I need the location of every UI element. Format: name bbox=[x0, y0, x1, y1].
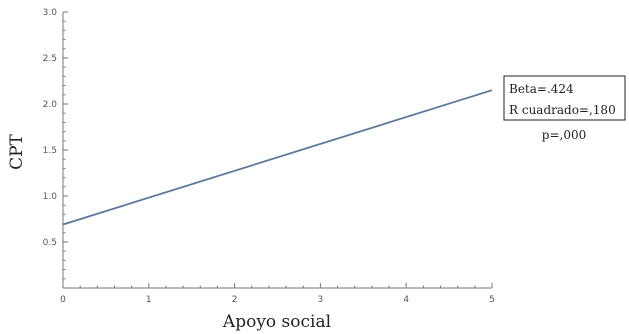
x-tick-label: 0 bbox=[60, 295, 66, 305]
x-tick-label: 4 bbox=[403, 295, 409, 305]
regression-line bbox=[62, 89, 493, 226]
x-ticks: 0 1 2 3 4 5 bbox=[60, 283, 495, 305]
y-tick-label: 2.0 bbox=[43, 100, 58, 110]
stats-beta-text: Beta=.424 bbox=[509, 82, 574, 96]
x-tick-label: 5 bbox=[489, 295, 495, 305]
x-tick-label: 3 bbox=[318, 295, 324, 305]
y-tick-label: 1.5 bbox=[43, 146, 57, 156]
y-tick-label: 3.0 bbox=[43, 8, 58, 18]
y-tick-label: 2.5 bbox=[43, 54, 57, 64]
stats-rsquared-text: R cuadrado=,180 bbox=[509, 103, 616, 117]
stats-annotation: Beta=.424 R cuadrado=,180 p=,000 bbox=[503, 75, 626, 142]
x-tick-label: 1 bbox=[146, 295, 152, 305]
stats-annotation-box bbox=[503, 75, 626, 121]
stats-p-value-text: p=,000 bbox=[542, 128, 586, 142]
x-tick-label: 2 bbox=[232, 295, 238, 305]
y-tick-label: 0.5 bbox=[43, 238, 57, 248]
series-layer bbox=[62, 89, 493, 226]
y-tick-label: 1.0 bbox=[43, 192, 58, 202]
y-axis-title: CPT bbox=[7, 133, 27, 169]
y-ticks: 0.5 1.0 1.5 2.0 2.5 3.0 bbox=[43, 8, 68, 289]
x-axis-title: Apoyo social bbox=[222, 312, 331, 332]
